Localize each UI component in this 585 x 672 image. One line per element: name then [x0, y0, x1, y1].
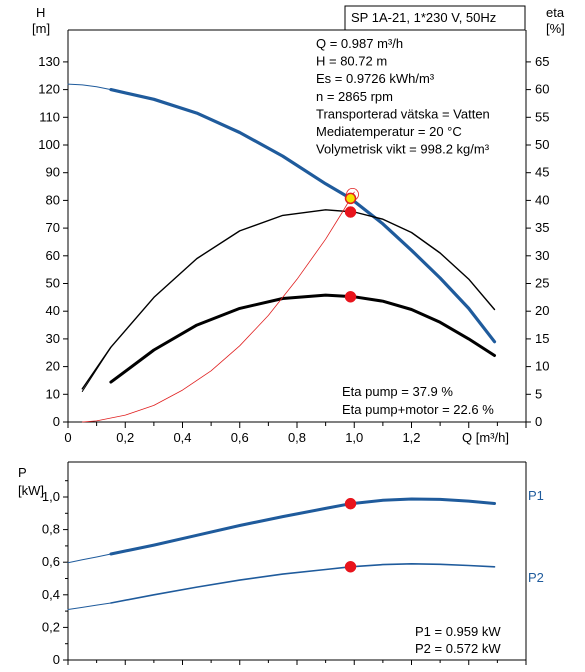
operating-info-line: Volymetrisk vikt = 998.2 kg/m³ [316, 142, 490, 157]
top-y-tick-label-right: 55 [535, 109, 549, 124]
top-y-tick-label-left: 130 [38, 54, 60, 69]
top-y-tick-label-right: 0 [535, 414, 542, 429]
top-curve [109, 293, 496, 384]
top-curve [81, 209, 496, 390]
top-y-tick-label-right: 30 [535, 248, 549, 263]
top-y-tick-label-right: 45 [535, 165, 549, 180]
top-y-tick-label-left: 100 [38, 137, 60, 152]
eta-pump-readout: Eta pump = 37.9 % [342, 384, 453, 399]
operating-info-line: Es = 0.9726 kWh/m³ [316, 71, 435, 86]
top-x-tick-label: 1,2 [402, 430, 420, 445]
p2-readout: P2 = 0.572 kW [415, 641, 501, 656]
top-y-tick-label-left: 90 [46, 165, 60, 180]
top-y-right-label-1: eta [546, 5, 565, 20]
top-y-right-label-2: [%] [546, 21, 565, 36]
top-y-tick-label-left: 110 [39, 109, 60, 124]
top-y-tick-label-left: 40 [46, 303, 60, 318]
top-y-tick-label-left: 20 [46, 359, 60, 374]
operating-info-line: n = 2865 rpm [316, 89, 393, 104]
top-y-axis-label-2: [m] [32, 21, 50, 36]
top-y-tick-label-left: 0 [53, 414, 60, 429]
power-curve [110, 563, 496, 604]
top-y-tick-label-right: 35 [535, 220, 549, 235]
top-y-tick-label-left: 60 [46, 248, 60, 263]
p1-series-label: P1 [528, 488, 544, 503]
top-x-tick-label: 0,4 [173, 430, 191, 445]
operating-info-line: Mediatemperatur = 20 °C [316, 124, 462, 139]
top-y-tick-label-right: 20 [535, 303, 549, 318]
top-x-tick-label: 1,0 [345, 430, 363, 445]
operating-point-marker [344, 206, 357, 218]
bottom-y-tick-label: 0,8 [42, 522, 60, 537]
top-y-tick-label-right: 15 [535, 331, 549, 346]
top-y-tick-label-right: 40 [535, 192, 549, 207]
top-y-tick-label-right: 60 [535, 82, 549, 97]
top-x-tick-label: 0,2 [116, 430, 134, 445]
power-curve [109, 497, 496, 556]
operating-info-line: H = 80.72 m [316, 54, 387, 69]
eta-pump-motor-readout: Eta pump+motor = 22.6 % [342, 402, 494, 417]
top-y-tick-label-left: 10 [46, 386, 60, 401]
bottom-y-axis-label-1: P [18, 465, 27, 480]
top-y-tick-label-left: 120 [38, 82, 60, 97]
top-x-axis-label: Q [m³/h] [462, 430, 509, 445]
top-y-tick-label-right: 10 [535, 359, 549, 374]
top-x-tick-label: 0 [64, 430, 71, 445]
operating-info-line: Q = 0.987 m³/h [316, 36, 403, 51]
power-operating-point [344, 561, 357, 573]
power-operating-point [344, 497, 357, 510]
title-box [344, 5, 526, 31]
top-curve [81, 191, 355, 423]
bottom-y-tick-label: 0,4 [42, 587, 60, 602]
operating-point-marker [344, 291, 357, 303]
top-curve [67, 83, 112, 91]
top-curve [81, 346, 112, 392]
bottom-y-tick-label: 0,2 [42, 619, 60, 634]
top-y-tick-label-right: 5 [535, 386, 542, 401]
bottom-y-tick-label: 0,6 [42, 554, 60, 569]
top-y-axis-label-1: H [36, 5, 45, 20]
operating-info-line: Transporterad vätska = Vatten [316, 106, 490, 121]
bottom-y-axis-label-2: [kW] [18, 483, 44, 498]
p2-series-label: P2 [528, 570, 544, 585]
top-y-tick-label-right: 25 [535, 276, 549, 291]
operating-info: Q = 0.987 m³/h H = 80.72 m Es = 0.9726 kWh… [316, 36, 490, 157]
power-curve [67, 553, 112, 564]
chart-title: SP 1A-21, 1*230 V, 50Hz [351, 10, 496, 25]
top-y-tick-label-left: 70 [46, 220, 60, 235]
top-y-tick-label-left: 80 [46, 192, 60, 207]
top-y-tick-label-right: 65 [535, 54, 549, 69]
top-curve [109, 88, 497, 344]
top-x-tick-label: 0,6 [231, 430, 249, 445]
top-y-tick-label-left: 50 [46, 276, 60, 291]
p1-readout: P1 = 0.959 kW [415, 624, 501, 639]
bottom-y-tick-label: 1,0 [42, 489, 60, 504]
top-x-tick-label: 0,8 [288, 430, 306, 445]
duty-point-marker [344, 192, 357, 205]
bottom-y-tick-label: 0 [53, 652, 60, 667]
top-y-tick-label-left: 30 [46, 331, 60, 346]
power-curve [67, 602, 112, 610]
top-y-tick-label-right: 50 [535, 137, 549, 152]
